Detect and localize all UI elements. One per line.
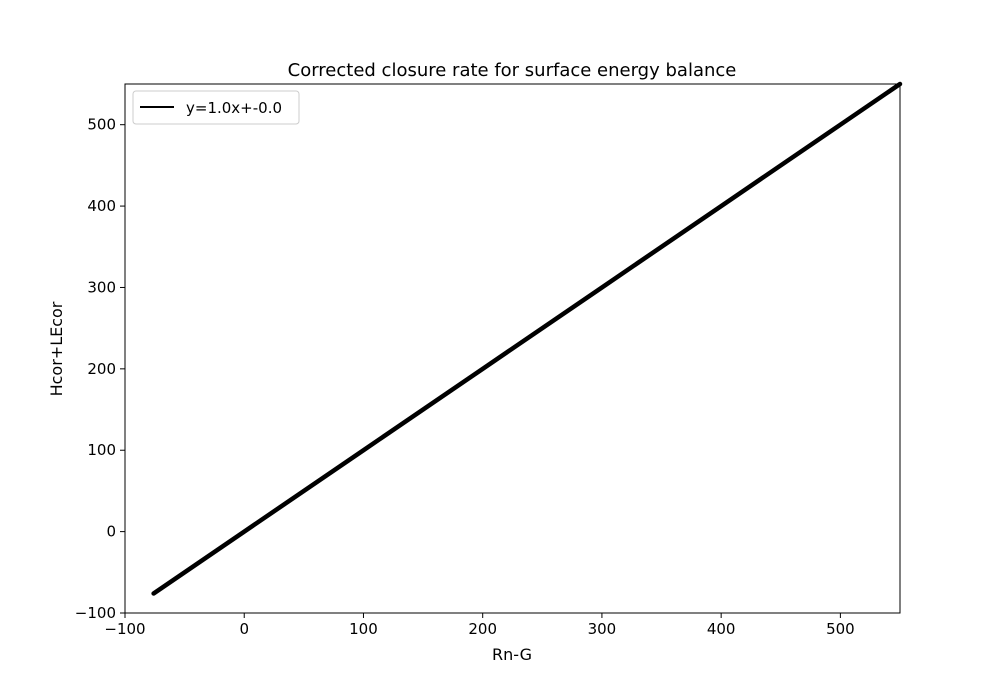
y-tick-label: 0 — [106, 523, 116, 541]
y-tick-label: 500 — [87, 116, 116, 134]
legend-label-0: y=1.0x+-0.0 — [186, 99, 282, 117]
y-tick-label: 300 — [87, 278, 116, 296]
x-tick-label: 500 — [826, 620, 855, 638]
y-tick-label: −100 — [75, 604, 116, 622]
axes-frame — [124, 83, 901, 614]
plot-area — [151, 81, 903, 596]
y-tick-label: 200 — [87, 360, 116, 378]
x-tick-label: 400 — [707, 620, 736, 638]
x-tick-label: 200 — [468, 620, 497, 638]
x-tick-label: 0 — [239, 620, 249, 638]
x-tick-label: −100 — [104, 620, 145, 638]
x-tick-label: 100 — [349, 620, 378, 638]
chart-title: Corrected closure rate for surface energ… — [288, 60, 737, 81]
y-tick-label: 400 — [87, 197, 116, 215]
series-line-0 — [151, 81, 903, 596]
x-axis-label: Rn-G — [492, 645, 532, 664]
legend-box — [132, 90, 300, 125]
y-tick-label: 100 — [87, 441, 116, 459]
y-axis-label: Hcor+LEcor — [47, 301, 66, 396]
x-tick-label: 300 — [588, 620, 617, 638]
axes: −100 0 100 200 300 400 500 −100 0 100 200 300 400 500 — [75, 83, 901, 638]
legend: y=1.0x+-0.0 — [132, 90, 300, 125]
